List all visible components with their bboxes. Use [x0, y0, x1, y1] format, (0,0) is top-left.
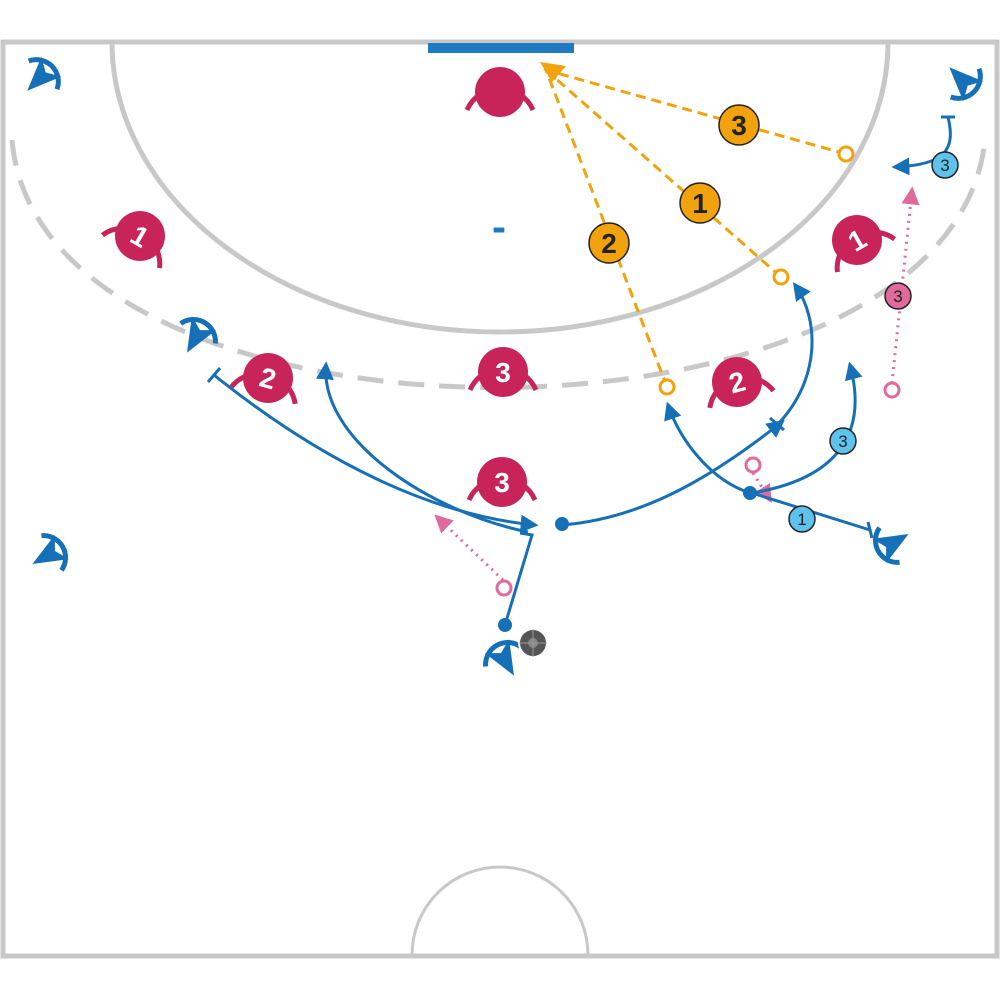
ball [518, 628, 548, 658]
run-left-back [213, 373, 539, 533]
pink-step-right: 3 [884, 282, 912, 310]
goal-area-line [109, 41, 891, 335]
attacker-center-ball [483, 639, 522, 676]
defender-3-front-label: 3 [494, 467, 510, 498]
run-right-pivot [664, 401, 751, 495]
court-lines: - [0, 39, 1000, 959]
pink-move-right [890, 186, 920, 384]
pass-step-3-label: 3 [731, 110, 747, 141]
run-center-to-right [561, 419, 785, 527]
run-right-back-stop [866, 521, 874, 539]
attacker-left-corner [32, 533, 69, 572]
pass-origin-2 [658, 378, 676, 396]
pink-origin-right [883, 381, 901, 399]
defender-2-left-label: 2 [256, 361, 279, 395]
pass-step-2: 2 [588, 222, 630, 264]
defender-2-right: 2 [707, 357, 776, 409]
defender-3-front: 3 [466, 457, 538, 507]
zone-marker: - [492, 203, 506, 250]
attacker-left-wing [27, 56, 62, 91]
pass-step-1: 1 [679, 182, 721, 224]
pink-origin-center [744, 456, 762, 474]
defender-3-top-label: 3 [495, 357, 511, 388]
attacker-right-back [872, 526, 909, 565]
pink-step-right-label: 3 [893, 287, 902, 306]
move-step-right-wing-label: 3 [940, 156, 949, 175]
pass-lines [540, 62, 855, 396]
court-boundary [0, 39, 1000, 959]
attacker-right-wing [949, 67, 984, 102]
pink-origin-left [495, 579, 513, 597]
defender-2-right-label: 2 [726, 365, 749, 399]
move-step-right-pivot: 3 [829, 427, 857, 455]
pass-step-labels: 1 2 3 [588, 104, 760, 264]
pink-movements [434, 186, 920, 597]
run-left-back-stop [206, 367, 222, 383]
pass-step-3: 3 [718, 104, 760, 146]
pass-arrowhead [540, 62, 566, 82]
run-ball-carrier [503, 531, 534, 626]
run-right-back-to-goal [776, 282, 814, 426]
attacker-left-back [179, 316, 218, 353]
attacker-movements [206, 115, 955, 632]
attacker-dot-right [743, 486, 757, 500]
goal [428, 43, 574, 53]
run-right-stop [769, 416, 785, 432]
run-center-back [315, 361, 529, 534]
move-step-labels: 1 3 3 [788, 151, 959, 533]
defender-1-right: 1 [832, 215, 897, 273]
defender-goalkeeper [464, 67, 536, 117]
pass-step-1-label: 1 [692, 188, 708, 219]
pink-move-center [751, 472, 772, 504]
defender-2-left: 2 [229, 353, 298, 405]
attacker-dot-ball [498, 618, 512, 632]
pass-line-3 [543, 66, 847, 156]
attackers [27, 56, 984, 676]
pass-origin-3 [837, 145, 855, 163]
defender-1-left: 1 [100, 211, 165, 269]
defender-3-top: 3 [467, 347, 539, 397]
move-step-right-back: 1 [788, 505, 816, 533]
pink-move-left [434, 514, 505, 582]
pass-origin-1 [772, 268, 790, 286]
move-step-right-pivot-label: 3 [838, 432, 847, 451]
move-step-right-wing: 3 [931, 151, 959, 179]
defenders: 1 1 2 2 3 3 [100, 67, 897, 507]
pass-line-1 [545, 68, 782, 279]
attacker-dot-center [555, 517, 569, 531]
pass-step-2-label: 2 [601, 228, 617, 259]
move-step-right-back-label: 1 [797, 510, 806, 529]
pink-step-labels: 3 [884, 282, 912, 310]
center-circle [410, 865, 590, 956]
